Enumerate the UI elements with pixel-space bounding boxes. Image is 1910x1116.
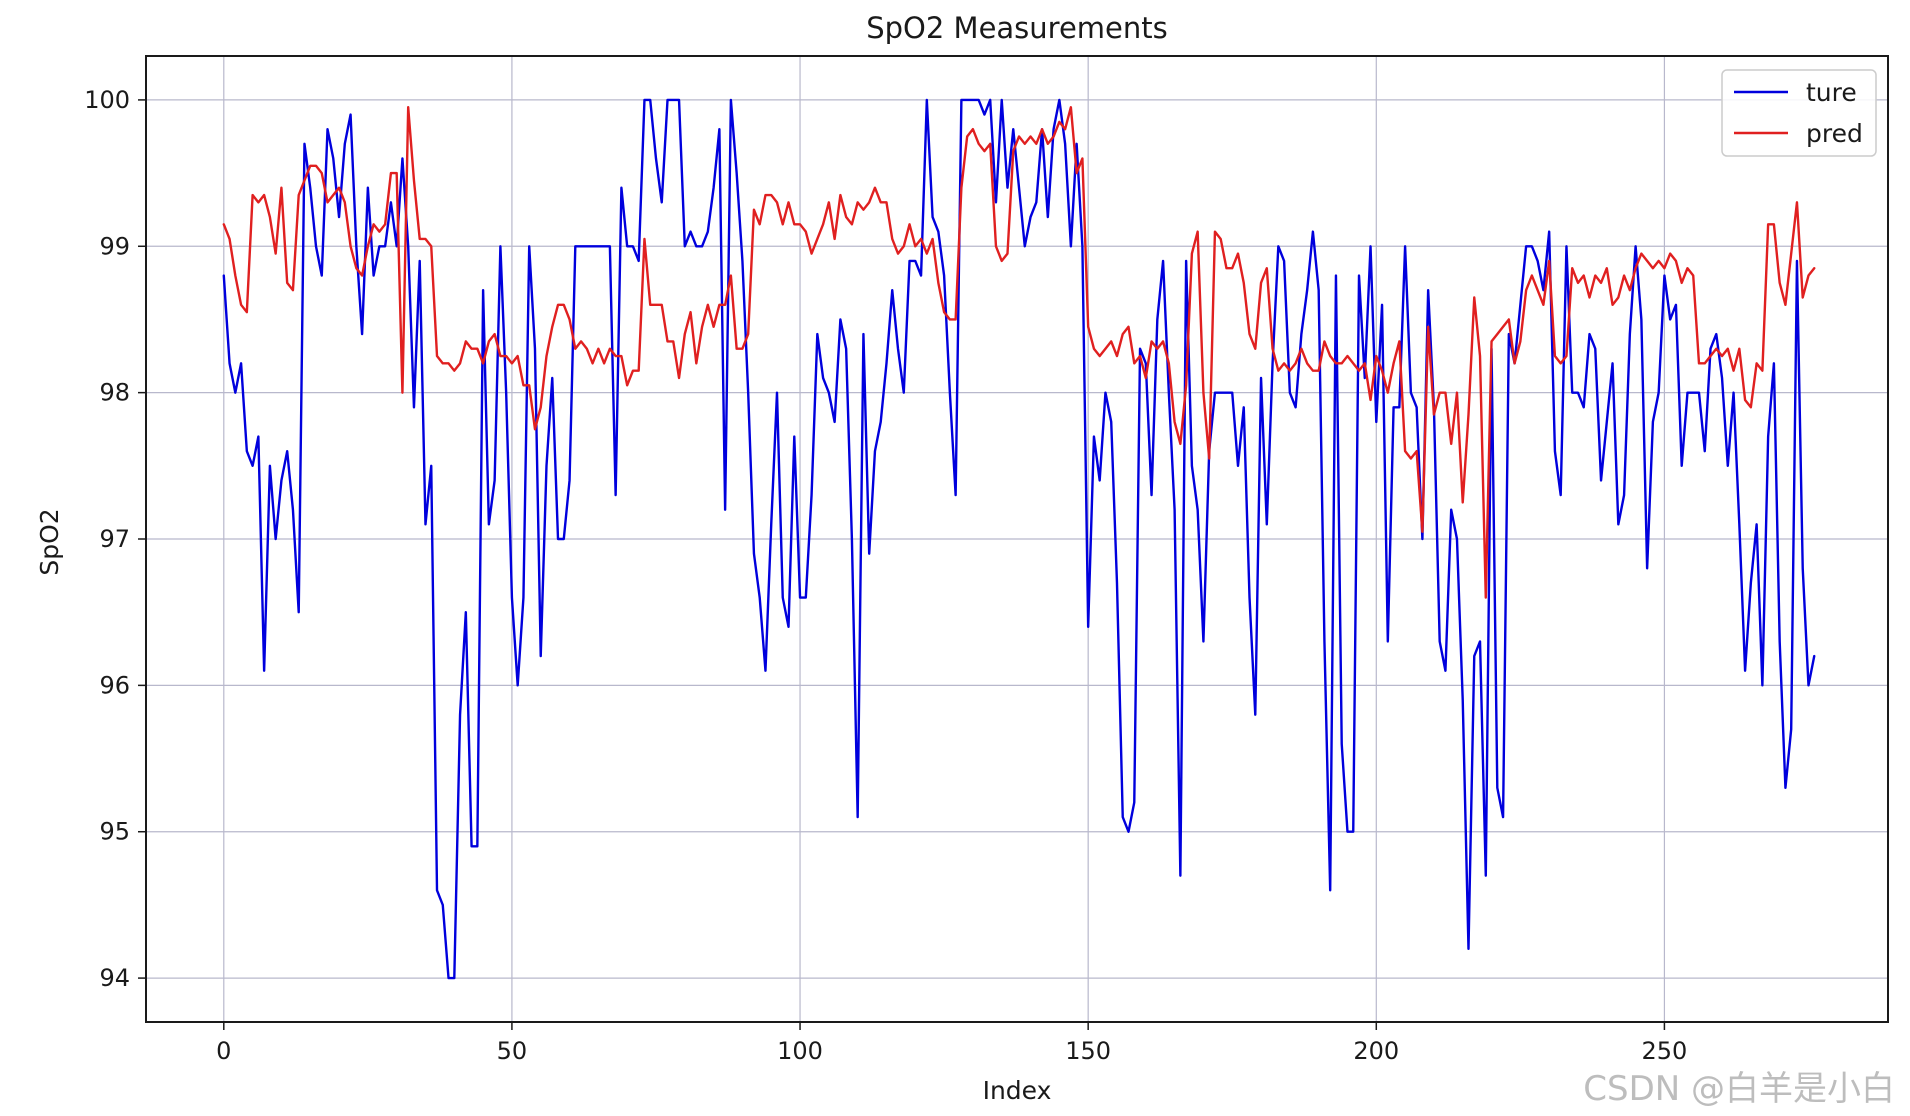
x-tick-label: 50 [497, 1037, 528, 1065]
y-axis-label: SpO2 [35, 508, 64, 575]
series-line-ture [222, 98, 1816, 980]
chart-title: SpO2 Measurements [866, 11, 1168, 45]
x-tick-label: 200 [1353, 1037, 1399, 1065]
y-tick-label: 94 [99, 964, 130, 992]
y-tick-label: 99 [99, 232, 130, 260]
x-tick-label: 0 [216, 1037, 231, 1065]
y-tick-label: 96 [99, 671, 130, 699]
legend-ture-label: ture [1806, 78, 1857, 107]
y-tick-label: 95 [99, 818, 130, 846]
grid-lines [146, 56, 1888, 1022]
y-tick-label: 100 [84, 86, 130, 114]
legend-pred-label: pred [1806, 119, 1863, 148]
y-tick-label: 98 [99, 379, 130, 407]
x-tick-label: 150 [1065, 1037, 1111, 1065]
y-tick-label: 97 [99, 525, 130, 553]
x-tick-label: 100 [777, 1037, 823, 1065]
series-line-pred [222, 106, 1816, 599]
watermark: CSDN @白羊是小白 [1583, 1069, 1895, 1109]
legend: ture pred [1721, 69, 1877, 157]
axis-ticks: 0 50 100 150 200 250 94 95 96 97 98 99 100 [84, 86, 1687, 1065]
x-tick-label: 250 [1642, 1037, 1688, 1065]
x-axis-label: Index [983, 1076, 1052, 1105]
data-series [222, 98, 1816, 980]
